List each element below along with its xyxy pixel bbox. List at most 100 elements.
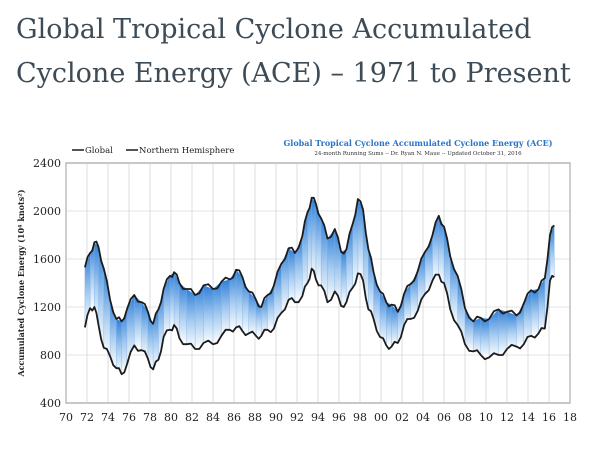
x-tick-label: 02 xyxy=(395,411,409,424)
band-segment xyxy=(404,284,411,325)
x-tick-label: 98 xyxy=(353,411,367,424)
page-title-line-1: Global Tropical Cyclone Accumulated xyxy=(16,14,532,45)
band-segment xyxy=(94,242,99,325)
series-lines xyxy=(84,196,555,376)
legend-nh-label: Northern Hemisphere xyxy=(139,146,234,156)
band-segment xyxy=(221,279,230,336)
band-segment xyxy=(273,263,282,329)
band-segment xyxy=(473,317,481,355)
x-tick-label: 72 xyxy=(80,411,94,424)
band-segment xyxy=(550,225,555,281)
chart-subtitle: 24-month Running Sums -- Dr. Ryan N. Mau… xyxy=(314,151,522,157)
x-tick-label: 86 xyxy=(227,411,241,424)
band-segment xyxy=(391,304,398,347)
y-ticks: 400 800 1200 1600 2000 2400 xyxy=(33,157,61,410)
x-tick-label: 08 xyxy=(458,411,472,424)
band-segment xyxy=(288,248,295,303)
band-segment xyxy=(236,269,243,331)
x-tick-label: 80 xyxy=(164,411,178,424)
x-tick-label: 78 xyxy=(143,411,157,424)
band-segment xyxy=(134,295,142,351)
x-tick-label: 76 xyxy=(122,411,136,424)
band-segment xyxy=(480,317,490,358)
band-segment xyxy=(294,236,303,303)
band-segment xyxy=(229,269,237,330)
x-tick-label: 06 xyxy=(437,411,451,424)
band-segment xyxy=(195,285,204,349)
x-tick-label: 92 xyxy=(290,411,304,424)
y-tick-label: 2400 xyxy=(33,157,61,170)
x-tick-label: 18 xyxy=(563,411,577,424)
band-segment xyxy=(163,275,170,337)
band-segment xyxy=(141,302,148,359)
band-segment xyxy=(267,285,274,330)
band-segment xyxy=(90,242,95,309)
band-segment xyxy=(242,277,249,334)
band-segment xyxy=(379,291,387,346)
chart-title: Global Tropical Cyclone Accumulated Cycl… xyxy=(283,138,552,148)
band-segment xyxy=(438,215,444,283)
x-tick-label: 16 xyxy=(542,411,556,424)
band-segment xyxy=(121,309,127,375)
band-segment xyxy=(169,272,175,330)
x-tick-label: 04 xyxy=(416,411,430,424)
band-segment xyxy=(357,199,364,281)
legend-global-label: Global xyxy=(85,146,113,156)
band-segment xyxy=(203,285,213,345)
band-segment xyxy=(311,197,316,280)
band-segment xyxy=(103,268,111,357)
band-segment xyxy=(153,309,159,370)
band-segment xyxy=(147,311,154,370)
legend: Global Northern Hemisphere xyxy=(72,146,234,156)
x-tick-label: 84 xyxy=(206,411,220,424)
band-segment xyxy=(179,283,187,345)
band-segment xyxy=(498,309,507,355)
y-axis-label: Accumulated Cyclone Energy (10⁴ knots²) xyxy=(16,189,26,377)
y-tick-label: 800 xyxy=(40,349,61,362)
band-segment xyxy=(341,249,347,306)
x-tick-label: 82 xyxy=(185,411,199,424)
y-tick-label: 2000 xyxy=(33,205,61,218)
x-tick-label: 10 xyxy=(479,411,493,424)
band-segment xyxy=(84,253,91,328)
band-segment xyxy=(281,248,289,313)
band-segment xyxy=(174,272,180,339)
band-segment xyxy=(321,218,328,303)
band-segment xyxy=(544,235,551,329)
band-segment xyxy=(213,281,222,345)
y-tick-label: 400 xyxy=(40,397,61,410)
x-tick-label: 70 xyxy=(59,411,73,424)
page-title: Global Tropical Cyclone Accumulated Cycl… xyxy=(16,8,586,96)
x-tick-label: 90 xyxy=(269,411,283,424)
band-segment xyxy=(186,289,196,349)
y-tick-label: 1200 xyxy=(33,301,61,314)
x-tick-label: 14 xyxy=(521,411,535,424)
band-segment xyxy=(397,293,405,343)
x-tick-label: 74 xyxy=(101,411,115,424)
x-ticks: 70 72 74 76 78 80 82 84 86 88 90 92 94 96 98 00 02 04 06 08… xyxy=(59,411,577,424)
series-nh-line xyxy=(84,267,555,376)
x-tick-label: 94 xyxy=(311,411,325,424)
page-title-line-2: Cyclone Energy (ACE) – 1971 to Present xyxy=(16,58,571,89)
x-tick-label: 00 xyxy=(374,411,388,424)
band-segment xyxy=(523,290,532,345)
band-segment xyxy=(256,299,262,336)
y-tick-label: 1600 xyxy=(33,253,61,266)
band-segment xyxy=(116,319,122,375)
band-segment xyxy=(507,311,517,349)
band-segment xyxy=(531,289,539,336)
band-segment xyxy=(261,295,268,336)
band-segment xyxy=(248,291,257,336)
x-tick-label: 88 xyxy=(248,411,262,424)
series-global-line xyxy=(84,196,555,325)
band-segment xyxy=(98,247,104,348)
x-tick-label: 96 xyxy=(332,411,346,424)
band-segment xyxy=(307,197,312,283)
x-tick-label: 12 xyxy=(500,411,514,424)
band-segment xyxy=(386,302,392,347)
band-segment xyxy=(538,278,545,334)
band-segment xyxy=(489,309,499,358)
band-segment xyxy=(315,203,322,286)
band-segment xyxy=(327,229,335,303)
